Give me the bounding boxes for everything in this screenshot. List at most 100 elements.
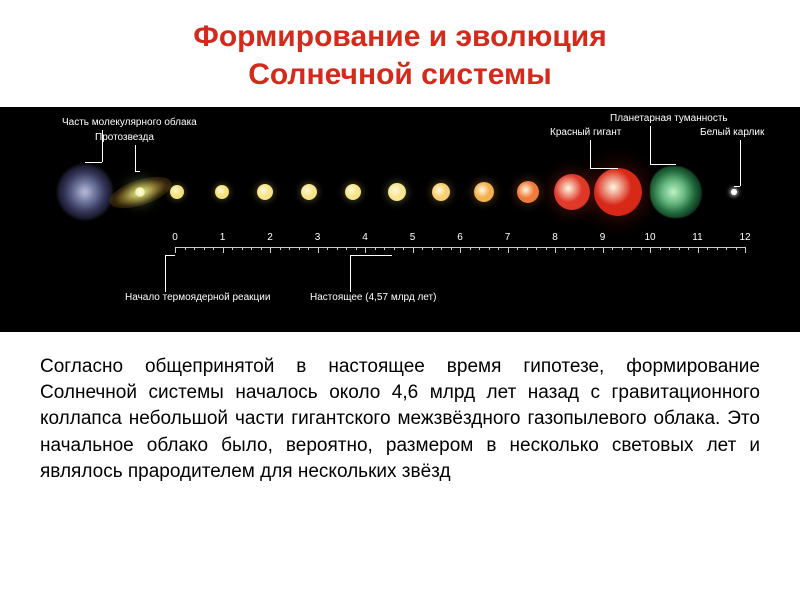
axis-number: 10 — [644, 232, 655, 243]
star-stage-7 — [474, 182, 494, 202]
star-stage-9 — [554, 174, 590, 210]
title-line-1: Формирование и эволюция — [193, 20, 607, 53]
axis-tick-minor — [631, 247, 632, 250]
label-cloud: Часть молекулярного облака — [62, 117, 197, 128]
axis-tick-minor — [394, 247, 395, 250]
axis-tick-minor — [384, 247, 385, 250]
axis-tick-major — [603, 247, 604, 253]
axis-tick-minor — [308, 247, 309, 250]
star-stage-1 — [215, 185, 229, 199]
axis-tick-minor — [470, 247, 471, 250]
protostar-core-icon — [135, 187, 145, 197]
axis-tick-major — [508, 247, 509, 253]
pointer-protostar-h — [135, 171, 140, 172]
axis-number: 8 — [552, 232, 558, 243]
label-planetary_nebula: Планетарная туманность — [610, 113, 728, 124]
label-protostar: Протозвезда — [95, 132, 154, 143]
axis-number: 4 — [362, 232, 368, 243]
pointer-present-h — [350, 255, 392, 256]
axis-tick-major — [223, 247, 224, 253]
axis-number: 9 — [600, 232, 606, 243]
pointer-fusion-h — [165, 255, 175, 256]
star-stage-8 — [517, 181, 539, 203]
axis-tick-minor — [536, 247, 537, 250]
axis-tick-minor — [213, 247, 214, 250]
axis-tick-minor — [375, 247, 376, 250]
axis-tick-minor — [479, 247, 480, 250]
axis-tick-minor — [204, 247, 205, 250]
axis-number: 1 — [220, 232, 226, 243]
axis-tick-major — [270, 247, 271, 253]
axis-tick-minor — [422, 247, 423, 250]
axis-number: 12 — [739, 232, 750, 243]
axis-tick-major — [698, 247, 699, 253]
axis-tick-minor — [289, 247, 290, 250]
label-present: Настоящее (4,57 млрд лет) — [310, 292, 436, 303]
axis-tick-minor — [299, 247, 300, 250]
axis-number: 2 — [267, 232, 273, 243]
axis-tick-minor — [593, 247, 594, 250]
axis-tick-minor — [565, 247, 566, 250]
axis-tick-minor — [717, 247, 718, 250]
label-fusion: Начало термоядерной реакции — [125, 292, 270, 303]
axis-tick-minor — [242, 247, 243, 250]
axis-tick-minor — [194, 247, 195, 250]
axis-tick-minor — [346, 247, 347, 250]
axis-tick-minor — [641, 247, 642, 250]
pointer-present-v — [350, 255, 351, 292]
axis-number: 5 — [410, 232, 416, 243]
axis-tick-minor — [441, 247, 442, 250]
axis-tick-minor — [622, 247, 623, 250]
axis-tick-minor — [679, 247, 680, 250]
pointer-fusion-v — [165, 255, 166, 292]
axis-tick-minor — [612, 247, 613, 250]
pointer-red_giant-h — [590, 168, 618, 169]
pointer-red_giant-v — [590, 140, 591, 168]
axis-number: 11 — [692, 232, 702, 243]
star-stage-4 — [345, 184, 361, 200]
axis-tick-minor — [327, 247, 328, 250]
axis-tick-minor — [261, 247, 262, 250]
axis-tick-minor — [337, 247, 338, 250]
pointer-cloud-h — [85, 162, 102, 163]
axis-tick-minor — [517, 247, 518, 250]
star-stage-2 — [257, 184, 273, 200]
axis-tick-major — [650, 247, 651, 253]
pointer-protostar-v — [135, 145, 136, 171]
pointer-white_dwarf-h — [734, 186, 740, 187]
pointer-planetary_nebula-v — [650, 126, 651, 164]
axis-tick-minor — [432, 247, 433, 250]
axis-number: 0 — [172, 232, 178, 243]
star-stage-5 — [388, 183, 406, 201]
molecular-cloud-icon — [57, 164, 113, 220]
pointer-planetary_nebula-h — [650, 164, 676, 165]
axis-tick-minor — [489, 247, 490, 250]
pointer-white_dwarf-v — [740, 140, 741, 186]
star-stage-3 — [301, 184, 317, 200]
body-paragraph: Согласно общепринятой в настоящее время … — [0, 332, 800, 501]
axis-number: 7 — [505, 232, 511, 243]
axis-tick-major — [460, 247, 461, 253]
label-white_dwarf: Белый карлик — [700, 127, 764, 138]
axis-tick-minor — [251, 247, 252, 250]
axis-tick-minor — [688, 247, 689, 250]
label-red_giant: Красный гигант — [550, 127, 621, 138]
axis-tick-major — [175, 247, 176, 253]
axis-tick-minor — [669, 247, 670, 250]
planetary-nebula-icon — [650, 166, 702, 218]
axis-tick-minor — [736, 247, 737, 250]
axis-tick-minor — [280, 247, 281, 250]
white-dwarf-icon — [731, 189, 737, 195]
axis-tick-major — [745, 247, 746, 253]
axis-tick-minor — [527, 247, 528, 250]
axis-tick-minor — [403, 247, 404, 250]
slide: Формирование и эволюция Солнечной систем… — [0, 0, 800, 600]
axis-number: 3 — [315, 232, 321, 243]
axis-tick-minor — [584, 247, 585, 250]
axis-tick-minor — [498, 247, 499, 250]
axis-tick-minor — [660, 247, 661, 250]
axis-tick-major — [413, 247, 414, 253]
star-stage-0 — [170, 185, 184, 199]
star-stage-10 — [594, 168, 642, 216]
axis-tick-minor — [546, 247, 547, 250]
